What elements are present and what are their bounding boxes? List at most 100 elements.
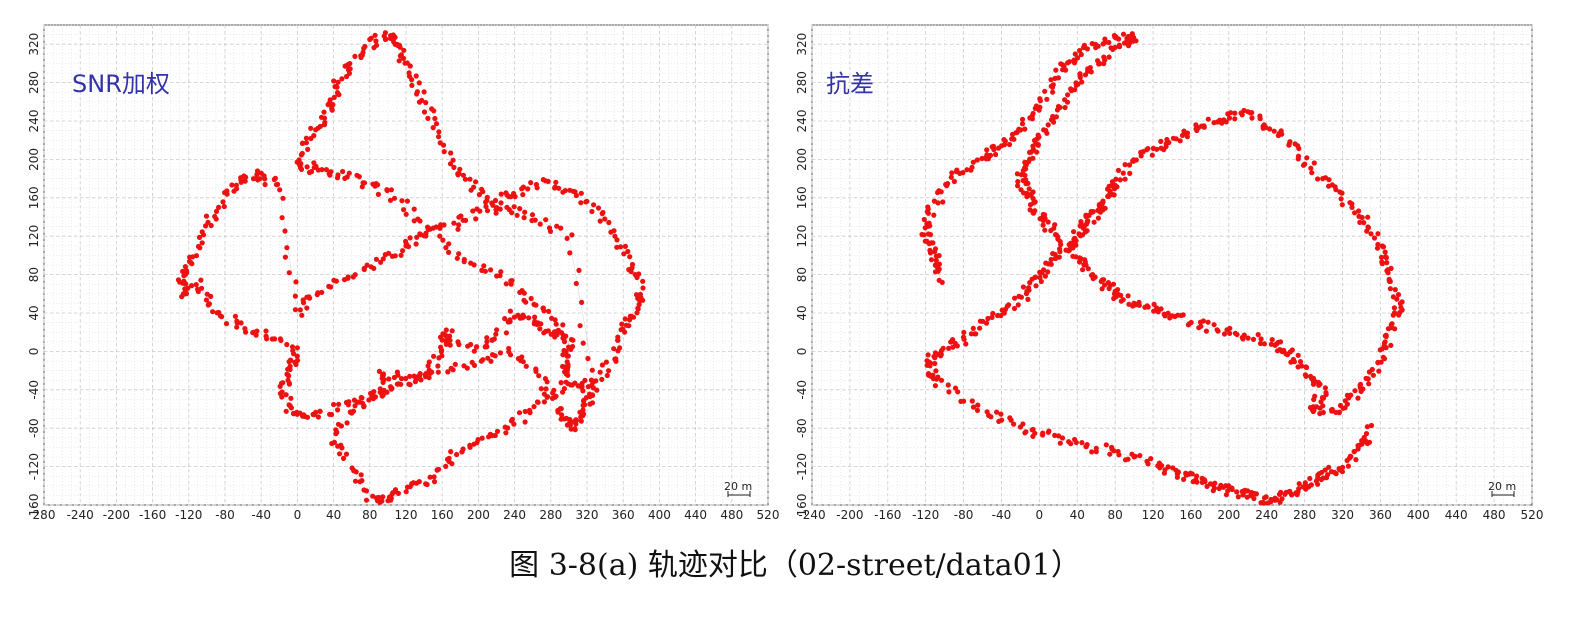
data-point: [1095, 207, 1101, 214]
data-point: [345, 67, 352, 73]
data-point: [448, 150, 454, 156]
data-point: [1026, 186, 1032, 192]
data-point: [328, 169, 334, 175]
data-point: [1009, 136, 1015, 142]
data-point: [451, 220, 457, 226]
data-point: [1125, 43, 1132, 49]
data-point: [273, 182, 280, 188]
data-point: [1109, 446, 1115, 452]
data-point: [1020, 284, 1026, 290]
data-point: [352, 53, 358, 60]
data-point: [305, 146, 311, 152]
data-point: [337, 451, 343, 457]
data-point: [429, 369, 435, 375]
data-point: [438, 223, 444, 229]
data-point: [1120, 170, 1126, 176]
data-point: [425, 363, 431, 369]
data-point: [1342, 405, 1348, 411]
x-tick-label: 520: [1521, 508, 1544, 522]
data-point: [358, 394, 364, 401]
data-point: [1008, 417, 1014, 423]
data-point: [948, 339, 954, 345]
data-point: [1223, 492, 1229, 498]
data-point: [531, 404, 537, 410]
data-point: [1261, 122, 1267, 128]
data-point: [1205, 116, 1211, 122]
data-point: [1056, 433, 1062, 439]
data-point: [579, 299, 585, 305]
data-point: [429, 106, 435, 112]
data-point: [1106, 285, 1112, 292]
data-point: [1024, 288, 1030, 294]
data-point: [569, 382, 575, 388]
data-point: [954, 167, 960, 173]
data-point: [1173, 136, 1179, 142]
y-tick-label: -80: [795, 418, 809, 438]
data-point: [454, 255, 460, 261]
chart-panel-robust: -240 -200 -160 -120 -80 -40 0 40 80 120 160 200 240 2…: [795, 24, 1544, 522]
data-point: [1371, 235, 1378, 241]
data-point: [537, 221, 543, 227]
data-point: [336, 92, 342, 98]
data-point: [382, 252, 388, 258]
data-point: [534, 185, 540, 191]
data-point: [1099, 277, 1105, 283]
data-point: [1022, 430, 1028, 436]
data-point: [250, 176, 257, 182]
data-point: [1381, 356, 1388, 362]
data-point: [988, 414, 994, 420]
data-point: [411, 206, 417, 212]
data-point: [578, 414, 584, 420]
data-point: [1177, 138, 1183, 144]
data-point: [425, 224, 431, 230]
data-point: [975, 402, 981, 408]
x-tick-label: -240: [798, 508, 825, 522]
data-point: [311, 412, 317, 418]
data-point: [1308, 482, 1314, 488]
data-point: [519, 288, 525, 294]
data-point: [1304, 364, 1310, 371]
data-point: [361, 487, 367, 493]
x-tick-label: -160: [874, 508, 901, 522]
data-point: [335, 443, 341, 449]
data-point: [461, 259, 467, 265]
data-point: [333, 83, 339, 90]
data-point: [1040, 217, 1046, 224]
data-point: [1179, 132, 1186, 138]
data-point: [570, 337, 576, 343]
data-point: [474, 344, 480, 350]
data-point: [606, 368, 612, 374]
data-point: [374, 498, 381, 504]
data-point: [626, 323, 632, 329]
data-point: [580, 340, 586, 346]
y-tick-label: 120: [795, 225, 809, 248]
data-point: [1077, 233, 1084, 239]
data-point: [552, 185, 558, 191]
data-point: [925, 231, 932, 237]
data-point: [459, 449, 465, 455]
data-point: [935, 374, 941, 380]
data-point: [363, 497, 370, 503]
data-point: [1184, 134, 1190, 140]
data-point: [532, 314, 538, 320]
data-point: [425, 115, 431, 121]
data-point: [1186, 321, 1192, 327]
data-point: [1311, 160, 1317, 166]
data-point: [455, 226, 461, 232]
data-point: [1030, 189, 1036, 195]
data-point: [213, 208, 220, 214]
data-point: [1048, 261, 1054, 267]
data-point: [1116, 42, 1122, 48]
data-point: [522, 408, 528, 415]
data-point: [443, 341, 449, 347]
data-point: [604, 372, 610, 379]
data-point: [987, 152, 994, 158]
data-point: [955, 389, 961, 395]
data-point: [380, 494, 386, 500]
data-point: [1131, 454, 1137, 460]
data-point: [1194, 473, 1200, 479]
data-point: [928, 257, 935, 263]
data-point: [1234, 489, 1240, 495]
data-point: [303, 135, 309, 141]
data-point: [611, 228, 617, 234]
